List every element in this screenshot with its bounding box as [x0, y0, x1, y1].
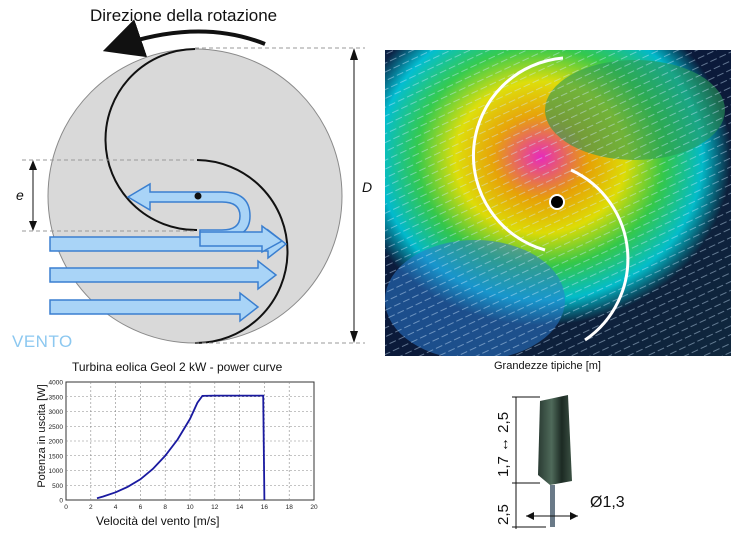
turbine-dimensions-figure: 1,7 ↔ 2,5 2,5 Ø1,3: [495, 395, 625, 529]
chart-x-axis-label: Velocità del vento [m/s]: [96, 514, 220, 528]
flow-blade-upper: [471, 56, 564, 252]
x-tick-label: 4: [114, 504, 118, 511]
y-tick-label: 3500: [49, 394, 64, 401]
x-tick-label: 16: [261, 504, 269, 511]
height-label: 1,7 ↔ 2,5: [495, 412, 512, 477]
x-tick-label: 10: [186, 504, 194, 511]
flow-rotor-axis: [549, 194, 565, 210]
mast-height-label: 2,5: [495, 504, 512, 525]
diameter-label: Ø1,3: [590, 494, 625, 511]
e-label: e: [16, 187, 24, 203]
wind-arrows: [49, 182, 288, 323]
rotor-axis: [194, 192, 202, 200]
y-tick-label: 1000: [49, 468, 64, 475]
flow-blade-lower: [570, 168, 630, 342]
x-tick-label: 6: [139, 504, 143, 511]
rotor-blade-lower: [194, 159, 289, 345]
x-tick-label: 14: [236, 504, 244, 511]
y-tick-label: 4000: [49, 380, 64, 387]
y-tick-label: 0: [59, 498, 63, 505]
x-tick-label: 20: [310, 504, 318, 511]
x-tick-label: 0: [64, 504, 68, 511]
x-tick-label: 8: [163, 504, 167, 511]
wind-arrow-2: [49, 259, 278, 291]
d-label: D: [362, 179, 372, 195]
wind-arrow-3: [49, 291, 260, 323]
power-curve-chart: 0 2 4 6 8 10 12 14 16 18 20 0 500 1000 1500 2000 2500 300…: [49, 380, 318, 512]
y-tick-label: 2500: [49, 424, 64, 431]
y-tick-label: 2000: [49, 439, 64, 446]
wind-label: VENTO: [12, 332, 73, 351]
power-curve-line: [96, 394, 266, 501]
x-tick-label: 12: [211, 504, 219, 511]
y-tick-label: 3000: [49, 409, 64, 416]
rotor-blade-upper: [104, 48, 198, 232]
y-tick-label: 1500: [49, 453, 64, 460]
flow-simulation-image: [385, 50, 731, 356]
savonius-rotor-diagram: e D: [16, 19, 372, 345]
y-tick-label: 500: [52, 483, 63, 490]
chart-title: Turbina eolica Geol 2 kW - power curve: [72, 360, 283, 374]
x-tick-label: 18: [286, 504, 294, 511]
x-tick-label: 2: [89, 504, 93, 511]
typical-sizes-title: Grandezze tipiche [m]: [494, 360, 601, 372]
turbine-mast: [550, 485, 555, 527]
rotation-arrow: [102, 19, 266, 58]
turbine-body: [538, 395, 572, 485]
